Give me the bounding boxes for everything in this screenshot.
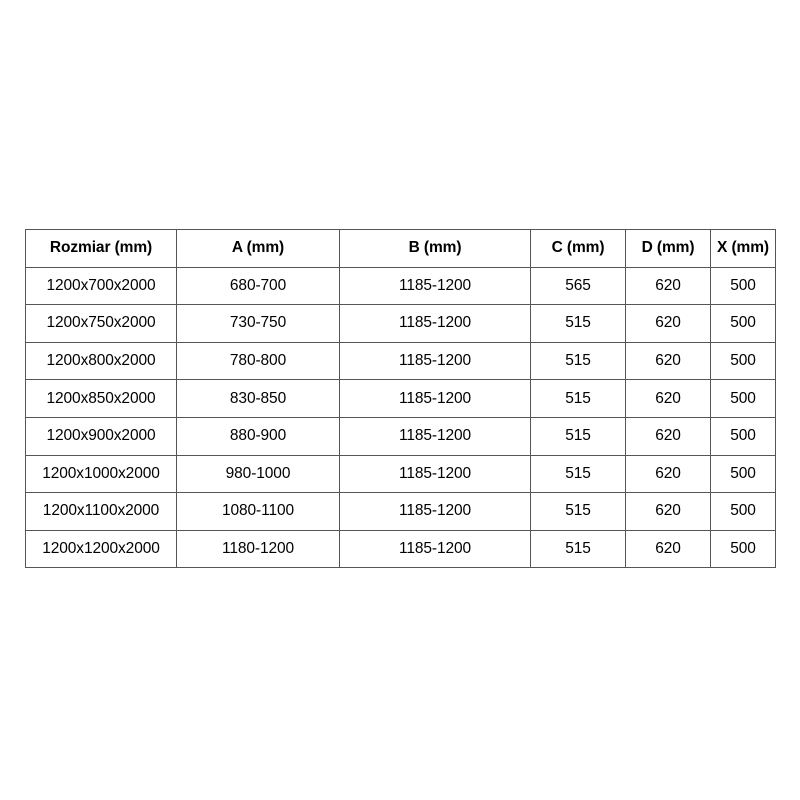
specification-table-container: Rozmiar (mm) A (mm) B (mm) C (mm) D (mm)… [25,229,776,569]
table-cell-x: 500 [710,266,776,306]
table-cell-d: 620 [625,416,711,456]
table-cell-a: 880-900 [176,416,340,456]
table-cell-a: 730-750 [176,304,340,343]
table-cell-c: 515 [530,454,626,494]
table-row: 1200x1200x2000 1180-1200 1185-1200 515 620 50… [25,529,776,569]
table-row: 1200x800x2000 780-800 1185-1200 515 620 500 [25,341,776,381]
table-row: 1200x1100x2000 1080-1100 1185-1200 515 620 50… [25,492,776,531]
table-cell-c: 565 [530,266,626,306]
table-cell-d: 620 [625,304,711,343]
table-cell-size: 1200x800x2000 [25,341,177,381]
table-row: 1200x700x2000 680-700 1185-1200 565 620 500 [25,266,776,306]
table-cell-x: 500 [710,454,776,494]
table-cell-c: 515 [530,304,626,343]
table-cell-a: 980-1000 [176,454,340,494]
table-cell-b: 1185-1200 [339,379,531,418]
table-cell-x: 500 [710,304,776,343]
table-header-row: Rozmiar (mm) A (mm) B (mm) C (mm) D (mm)… [25,229,776,268]
table-row: 1200x900x2000 880-900 1185-1200 515 620 500 [25,416,776,456]
table-cell-d: 620 [625,454,711,494]
column-header-x: X (mm) [710,229,776,268]
table-body: 1200x700x2000 680-700 1185-1200 565 620 500 12… [25,266,776,569]
table-row: 1200x750x2000 730-750 1185-1200 515 620 500 [25,304,776,343]
table-cell-size: 1200x850x2000 [25,379,177,418]
table-cell-c: 515 [530,416,626,456]
table-cell-a: 680-700 [176,266,340,306]
table-cell-d: 620 [625,529,711,569]
table-cell-c: 515 [530,492,626,531]
column-header-a: A (mm) [176,229,340,268]
column-header-d: D (mm) [625,229,711,268]
table-cell-size: 1200x750x2000 [25,304,177,343]
table-cell-b: 1185-1200 [339,416,531,456]
table-cell-size: 1200x1100x2000 [25,492,177,531]
table-cell-size: 1200x1000x2000 [25,454,177,494]
table-cell-d: 620 [625,266,711,306]
table-cell-c: 515 [530,529,626,569]
table-cell-b: 1185-1200 [339,341,531,381]
table-cell-size: 1200x1200x2000 [25,529,177,569]
table-cell-a: 1080-1100 [176,492,340,531]
column-header-rozmiar: Rozmiar (mm) [25,229,177,268]
table-cell-x: 500 [710,379,776,418]
table-cell-x: 500 [710,416,776,456]
table-cell-c: 515 [530,379,626,418]
table-cell-b: 1185-1200 [339,304,531,343]
table-cell-x: 500 [710,341,776,381]
table-cell-d: 620 [625,492,711,531]
column-header-c: C (mm) [530,229,626,268]
table-cell-size: 1200x900x2000 [25,416,177,456]
table-cell-x: 500 [710,492,776,531]
table-cell-size: 1200x700x2000 [25,266,177,306]
table-row: 1200x850x2000 830-850 1185-1200 515 620 500 [25,379,776,418]
table-row: 1200x1000x2000 980-1000 1185-1200 515 620 500 [25,454,776,494]
column-header-b: B (mm) [339,229,531,268]
table-cell-x: 500 [710,529,776,569]
table-header: Rozmiar (mm) A (mm) B (mm) C (mm) D (mm)… [25,229,776,268]
table-cell-b: 1185-1200 [339,266,531,306]
dimensions-table: Rozmiar (mm) A (mm) B (mm) C (mm) D (mm)… [25,229,776,569]
table-cell-a: 780-800 [176,341,340,381]
table-cell-b: 1185-1200 [339,529,531,569]
table-cell-b: 1185-1200 [339,454,531,494]
table-cell-a: 1180-1200 [176,529,340,569]
table-cell-d: 620 [625,379,711,418]
table-cell-b: 1185-1200 [339,492,531,531]
table-cell-c: 515 [530,341,626,381]
table-cell-a: 830-850 [176,379,340,418]
table-cell-d: 620 [625,341,711,381]
